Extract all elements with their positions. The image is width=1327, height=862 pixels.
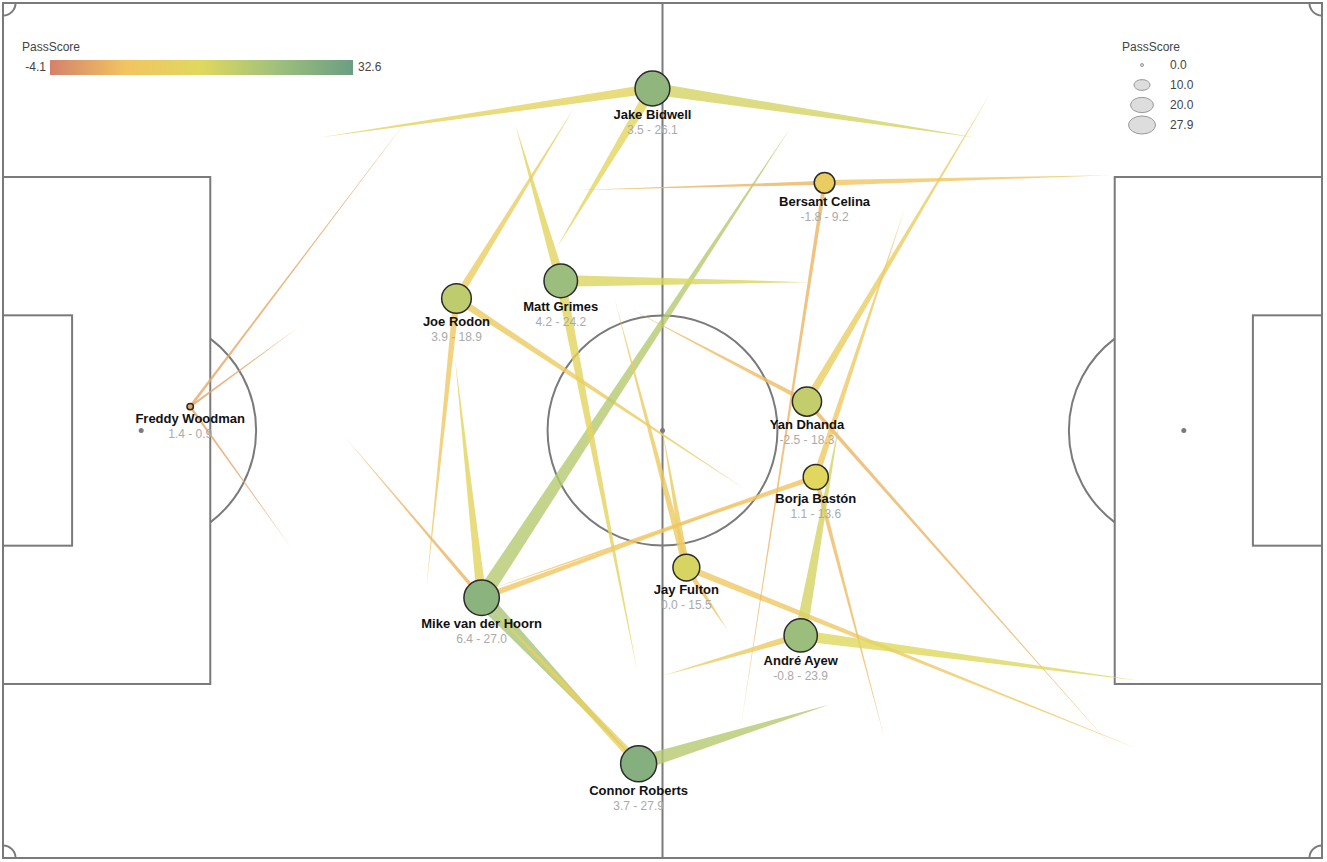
colorbar-title: PassScore [22, 40, 80, 54]
pass [345, 437, 483, 599]
colorbar-tick-label: -4.1 [25, 60, 46, 74]
pass [636, 705, 829, 771]
player-value: -0.8 - 23.9 [773, 669, 828, 683]
player-name: Mike van der Hoorn [421, 616, 542, 631]
pass [804, 94, 991, 404]
pass [320, 84, 654, 138]
colorbar-tick-label: 32.6 [358, 60, 382, 74]
pass [685, 565, 1140, 750]
player-node [814, 172, 835, 193]
pass [615, 300, 690, 569]
player-node [621, 746, 657, 782]
pass [561, 275, 808, 287]
player-labels: Freddy Woodman1.4 - 0.9 Joe Rodon3.9 - 18… [135, 107, 870, 813]
player-node [544, 264, 578, 298]
pass [488, 475, 817, 591]
player-name: Jay Fulton [654, 582, 719, 597]
player-value: 4.2 - 24.2 [535, 315, 586, 329]
player-node [673, 554, 700, 581]
size-legend-label: 27.9 [1170, 118, 1194, 132]
marks [187, 71, 1140, 782]
corner-arc [3, 3, 16, 16]
player-node [803, 464, 828, 489]
pass [795, 420, 840, 636]
pitch-frame [3, 3, 1322, 858]
player-name: Yan Dhanda [770, 417, 845, 432]
goal-area [3, 315, 72, 545]
player-name: Freddy Woodman [135, 411, 245, 426]
size-legend-symbol [1141, 64, 1144, 67]
player-value: 6.4 - 27.0 [456, 632, 507, 646]
pass [573, 181, 824, 191]
pass [455, 360, 486, 598]
player-name: Matt Grimes [523, 299, 598, 314]
pass [455, 296, 746, 490]
goal-area [1253, 315, 1322, 545]
penalty-spot [1181, 428, 1186, 433]
player-value: 3.5 - 26.1 [627, 123, 678, 137]
penalty-spot [139, 428, 144, 433]
size-legend-label: 0.0 [1170, 58, 1187, 72]
size-legend-label: 10.0 [1170, 78, 1194, 92]
size-legend-symbol [1129, 116, 1156, 134]
pass [800, 630, 1140, 681]
penalty-arc [1069, 339, 1115, 523]
player-value: 1.4 - 0.9 [168, 427, 212, 441]
chart: Freddy Woodman1.4 - 0.9 Joe Rodon3.9 - 18… [0, 0, 1327, 862]
player-value: 0.0 - 15.5 [661, 598, 712, 612]
player-name: Connor Roberts [589, 783, 688, 798]
player-value: -1.8 - 9.2 [801, 210, 849, 224]
size-legend-title: PassScore [1122, 40, 1180, 54]
player-value: 1.1 - 13.6 [790, 507, 841, 521]
pass [663, 431, 690, 569]
penalty-arc [210, 339, 256, 523]
player-value: -2.5 - 18.3 [780, 433, 835, 447]
player-node [464, 580, 499, 615]
player-node [784, 619, 817, 652]
colorbar: PassScore -4.1 32.6 [22, 40, 382, 75]
pass [652, 82, 976, 137]
penalty-area [1115, 177, 1322, 684]
size-legend-label: 20.0 [1170, 98, 1194, 112]
player-name: André Ayew [764, 653, 839, 668]
pass [189, 327, 298, 407]
size-legend-symbol [1131, 97, 1154, 112]
player-node [187, 403, 193, 409]
player-node [635, 71, 670, 106]
pass [475, 127, 790, 601]
pass [805, 400, 1114, 750]
pass [516, 125, 566, 282]
player-value: 3.7 - 27.9 [613, 799, 664, 813]
player-node [792, 387, 821, 416]
pass [630, 309, 808, 404]
player-name: Jake Bidwell [613, 107, 691, 122]
size-legend: PassScore 0.0 10.0 20.0 27.9 [1122, 40, 1194, 134]
size-legend-symbol [1134, 80, 1150, 91]
pitch [3, 3, 1322, 858]
colorbar-ramp [50, 60, 353, 75]
player-value: 3.9 - 18.9 [431, 330, 482, 344]
player-name: Bersant Celina [779, 194, 871, 209]
corner-arc [1309, 845, 1322, 858]
player-name: Joe Rodon [423, 314, 490, 329]
corner-arc [1309, 3, 1322, 16]
pass [189, 112, 412, 407]
pass [824, 175, 1109, 185]
corner-arc [3, 845, 16, 858]
player-name: Borja Bastón [775, 491, 856, 506]
player-node [442, 284, 472, 314]
